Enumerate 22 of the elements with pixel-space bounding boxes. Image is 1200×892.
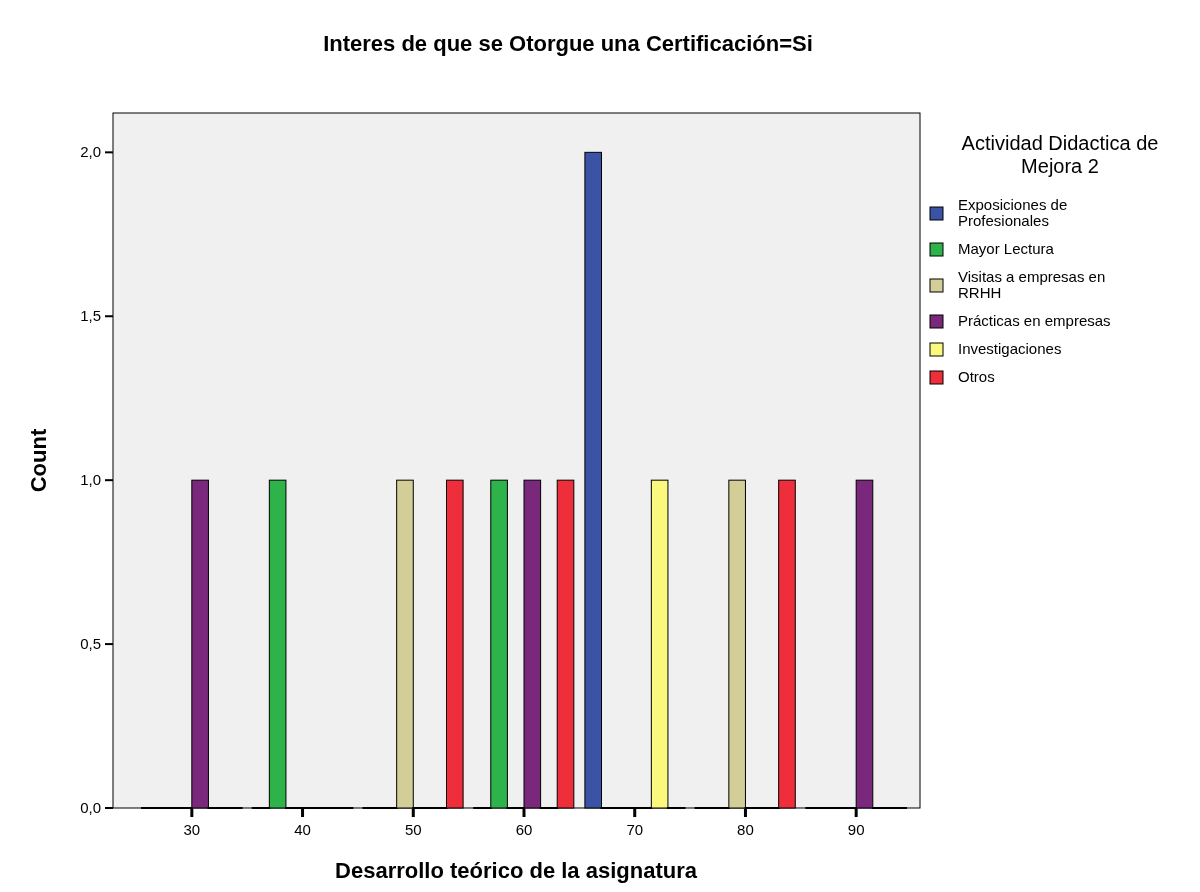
y-tick-label: 1,0 (80, 471, 101, 489)
x-tick-label: 90 (847, 821, 865, 838)
legend-label: Exposiciones de Profesionales (958, 196, 1068, 229)
y-tick-label: 0,5 (80, 635, 101, 653)
legend-label: Visitas a empresas en RRHH (958, 268, 1106, 301)
x-tick-label: 50 (404, 821, 422, 838)
chart-title: Interes de que se Otorgue una Certificación=Si (323, 31, 813, 56)
x-tick-label: 80 (737, 821, 754, 838)
y-tick-label: 1,5 (80, 307, 101, 325)
y-axis-title: Count (26, 428, 51, 493)
legend-label: Prácticas en empresas (958, 312, 1111, 329)
y-tick-label: 0,0 (80, 799, 101, 816)
x-axis-title: Desarrollo teórico de la asignatura (335, 858, 698, 883)
legend-label: Otros (958, 368, 995, 385)
legend-label: Mayor Lectura (958, 240, 1055, 257)
x-tick-label: 70 (626, 821, 644, 838)
legend-title: Actividad Didactica de Mejora 2 (961, 132, 1159, 177)
x-tick-label: 30 (183, 821, 201, 838)
legend-label: Investigaciones (958, 340, 1062, 357)
x-tick-label: 60 (515, 821, 533, 838)
y-tick-label: 2,0 (80, 143, 101, 161)
x-tick-label: 40 (294, 821, 311, 838)
